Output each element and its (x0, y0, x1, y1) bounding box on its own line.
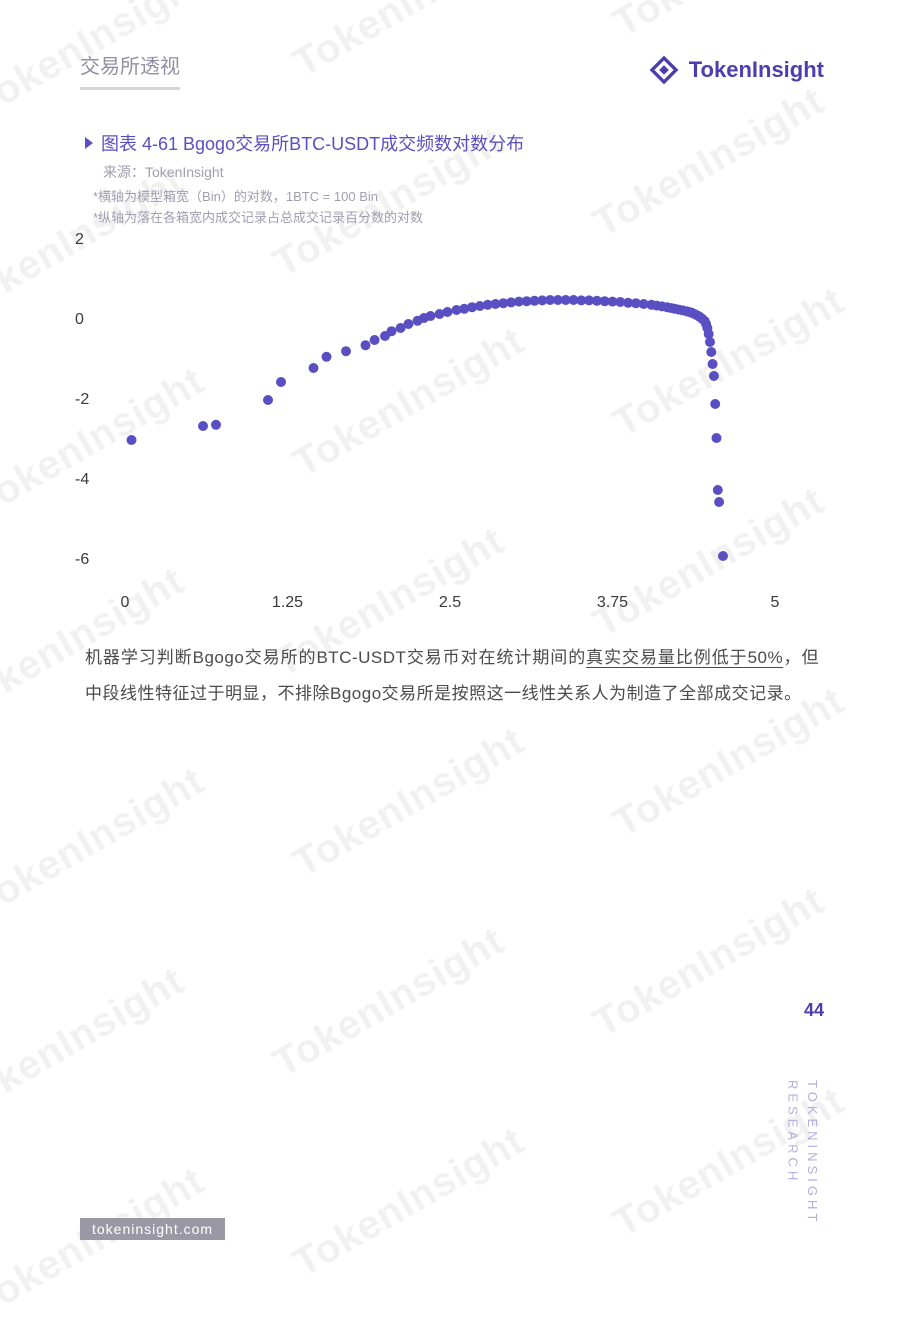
y-tick-label: 0 (75, 311, 84, 329)
watermark: TokenInsight (606, 0, 852, 46)
body-paragraph: 机器学习判断Bgogo交易所的BTC-USDT交易币对在统计期间的真实交易量比例… (85, 640, 819, 711)
chart-source: 来源：TokenInsight (103, 162, 819, 182)
triangle-icon (85, 137, 93, 149)
y-tick-label: -2 (75, 391, 89, 409)
watermark: TokenInsight (286, 719, 532, 887)
logo-text: TokenInsight (689, 57, 824, 83)
x-tick-label: 3.75 (597, 594, 628, 612)
x-tick-label: 0 (121, 594, 130, 612)
page-header: 交易所透视 TokenInsight (80, 50, 824, 90)
chart-title-row: 图表 4-61 Bgogo交易所BTC-USDT成交频数对数分布 (85, 130, 819, 156)
logo-icon (647, 53, 681, 87)
page-number: 44 (804, 1000, 824, 1021)
content-area: 图表 4-61 Bgogo交易所BTC-USDT成交频数对数分布 来源：Toke… (85, 130, 819, 711)
side-brand-2: RESEARCH (786, 1080, 801, 1184)
brand-logo: TokenInsight (647, 53, 824, 87)
watermark: TokenInsight (0, 1159, 212, 1326)
watermark: TokenInsight (0, 759, 212, 927)
y-tick-label: 2 (75, 231, 84, 249)
chart-note-x: *横轴为模型箱宽（Bin）的对数，1BTC = 100 Bin (93, 186, 819, 205)
chart-title: 图表 4-61 Bgogo交易所BTC-USDT成交频数对数分布 (101, 130, 524, 156)
header-title: 交易所透视 (80, 50, 180, 90)
y-tick-label: -6 (75, 551, 89, 569)
x-tick-label: 2.5 (439, 594, 461, 612)
watermark: TokenInsight (586, 879, 832, 1047)
chart-note-y: *纵轴为落在各箱宽内成交记录占总成交记录百分数的对数 (93, 207, 819, 226)
scatter-chart: -6-4-20201.252.53.755 (85, 230, 785, 590)
x-tick-label: 5 (771, 594, 780, 612)
footer-url: tokeninsight.com (80, 1218, 225, 1240)
side-brand-1: TOKENINSIGHT (805, 1080, 820, 1225)
side-brand: TOKENINSIGHT RESEARCH (783, 1080, 822, 1225)
watermark: TokenInsight (266, 919, 512, 1087)
body-text-1: 机器学习判断Bgogo交易所的BTC-USDT交易币对在统计期间的 (85, 648, 586, 667)
watermark: TokenInsight (0, 959, 192, 1127)
body-text-underline: 真实交易量比例低于50% (586, 648, 783, 667)
watermark: TokenInsight (286, 1119, 532, 1287)
x-tick-label: 1.25 (272, 594, 303, 612)
y-tick-label: -4 (75, 471, 89, 489)
